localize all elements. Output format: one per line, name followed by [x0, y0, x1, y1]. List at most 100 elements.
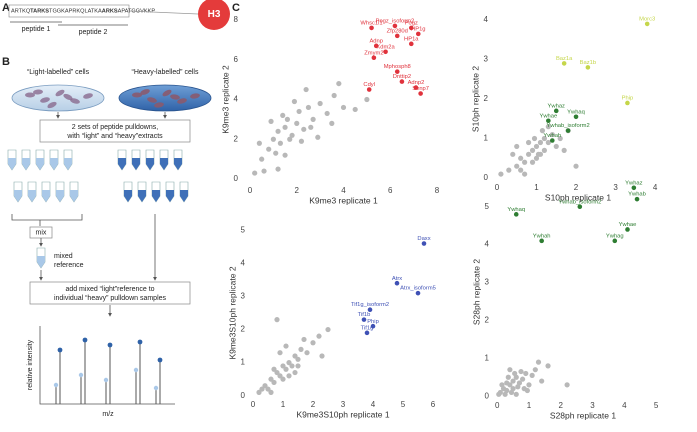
point [331, 92, 337, 99]
panel-label: C [232, 2, 240, 14]
y-tick-label: 0 [485, 391, 490, 400]
x-tick-label: 0 [495, 401, 500, 410]
x-tick-label: 1 [534, 183, 539, 192]
point [408, 25, 414, 31]
point [564, 382, 570, 388]
peak-head [103, 377, 109, 383]
point [292, 353, 298, 359]
point [270, 136, 276, 142]
point [507, 367, 513, 373]
point [282, 152, 288, 158]
y-tick-label: 3 [485, 278, 490, 287]
point [625, 227, 630, 232]
point [295, 356, 301, 362]
y-tick-label: 2 [241, 325, 246, 334]
peak-head [107, 342, 113, 348]
point [292, 369, 298, 376]
point [514, 143, 520, 150]
point [631, 185, 637, 191]
point [644, 21, 650, 27]
heavy-cells: “Heavy-labelled” cells [132, 69, 199, 76]
point [522, 159, 528, 165]
point-label: Daxx [417, 236, 430, 242]
mix-bracket [11, 214, 83, 226]
x-tick-label: 4 [622, 401, 627, 410]
reference-label: mixed [54, 253, 73, 260]
y-tick-label: 2 [234, 134, 239, 143]
point [268, 118, 274, 124]
point [510, 151, 516, 157]
point [369, 25, 374, 31]
point [537, 139, 544, 146]
x-tick-label: 2 [574, 183, 579, 192]
pulldown-text: 2 sets of peptide pulldowns, [72, 124, 158, 131]
point-label: Phip [622, 95, 634, 101]
point [529, 159, 536, 165]
point [625, 100, 630, 106]
point [252, 170, 258, 176]
y-tick-label: 1 [484, 134, 489, 143]
y-tick-label: 8 [234, 15, 239, 24]
cell [154, 102, 164, 108]
point [352, 106, 358, 113]
point [502, 391, 508, 397]
point [518, 167, 524, 173]
point [513, 391, 519, 397]
y-axis-label: K9me3 replicate 2 [220, 65, 230, 134]
point [277, 140, 283, 146]
histone-label: H3 [208, 9, 221, 20]
x-tick-label: 3 [341, 400, 346, 409]
point [585, 65, 591, 70]
point [539, 238, 544, 244]
point [612, 238, 618, 244]
point [273, 150, 279, 156]
point-label: Senp7 [412, 86, 429, 92]
point [394, 69, 400, 74]
spectrum-xlabel: m/z [102, 411, 114, 418]
point [539, 378, 545, 384]
point [275, 166, 281, 172]
x-tick-label: 2 [559, 401, 564, 410]
sequence: ARTKQTARKSTGGKAPRKQLATKAARKSAPATGGVKKP [11, 9, 155, 15]
x-tick-label: 3 [613, 183, 618, 192]
y-tick-label: 4 [234, 95, 239, 104]
cell [170, 94, 180, 100]
point [277, 350, 283, 356]
point [515, 384, 521, 390]
y-tick-label: 1 [485, 353, 490, 362]
tube-liquid [50, 158, 58, 170]
cell [83, 93, 93, 99]
peak-head [57, 347, 63, 353]
cell [190, 93, 200, 99]
point [512, 370, 518, 377]
y-tick-label: 0 [241, 391, 246, 400]
x-axis-label: S28ph replicate 1 [550, 410, 616, 420]
point [283, 343, 289, 349]
spectrum [53, 337, 163, 404]
reference-label: reference [54, 262, 84, 269]
point [383, 49, 388, 55]
point [367, 307, 373, 312]
point [294, 120, 300, 126]
point [304, 350, 310, 356]
point [268, 389, 274, 395]
point [529, 372, 535, 378]
point [421, 241, 427, 246]
x-tick-label: 8 [435, 186, 440, 195]
point [507, 382, 513, 388]
point [371, 55, 377, 61]
point-label: Adnp2 [408, 80, 425, 86]
point [308, 124, 314, 130]
point [413, 85, 419, 90]
point [275, 128, 281, 134]
point [392, 23, 398, 29]
y-axis-label: K9me3S10ph replicate 2 [227, 266, 237, 359]
point [513, 212, 519, 217]
point [298, 346, 304, 352]
point-label: Ywhab [628, 192, 646, 198]
point [533, 143, 540, 150]
point [529, 147, 536, 153]
point [573, 114, 579, 120]
mix-label: mix [36, 229, 47, 236]
point-label: Baz1b [580, 60, 596, 66]
